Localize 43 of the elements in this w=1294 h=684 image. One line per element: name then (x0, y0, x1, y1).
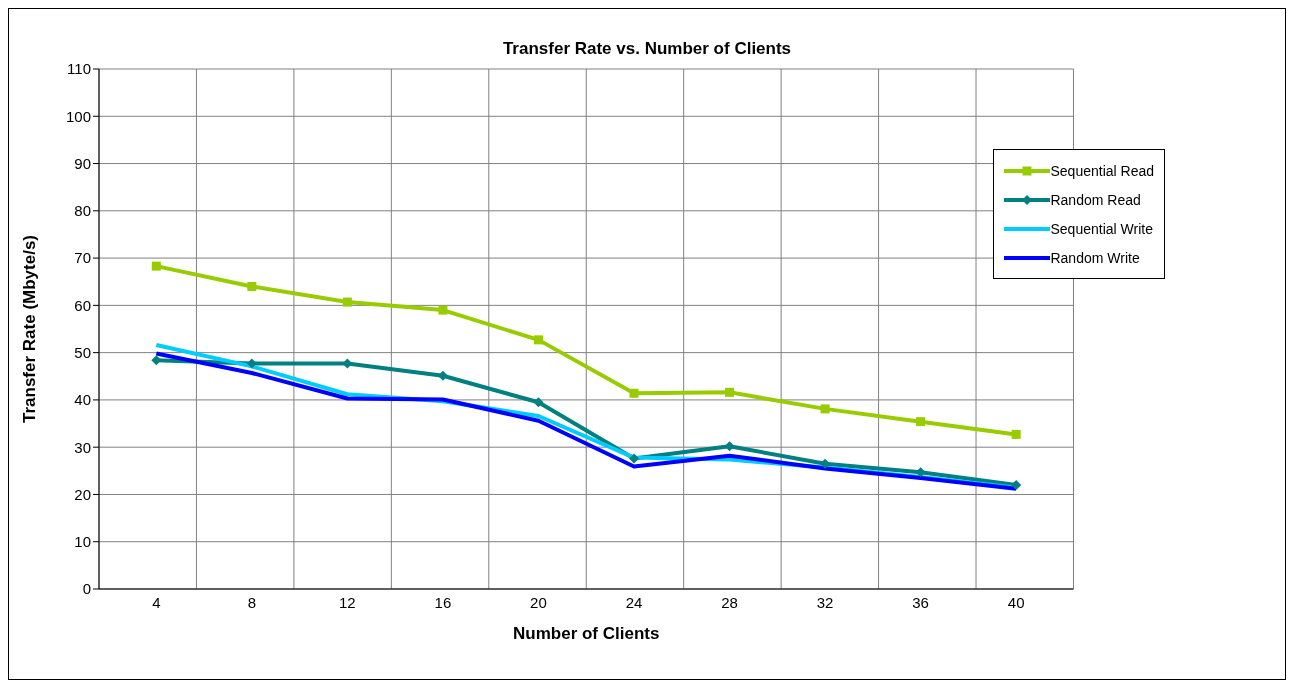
point (438, 305, 448, 315)
x-tick-label: 12 (339, 593, 356, 611)
legend-label: Sequential Read (1050, 162, 1154, 179)
point (533, 335, 543, 345)
y-tick-label: 70 (74, 249, 91, 267)
chart-title: Transfer Rate vs. Number of Clients (501, 38, 793, 59)
point (629, 388, 639, 398)
y-tick-label: 100 (65, 107, 91, 125)
point (629, 453, 639, 464)
legend-label: Random Write (1050, 249, 1140, 266)
y-tick-label: 0 (82, 580, 91, 598)
y-tick-label: 30 (74, 438, 91, 456)
y-tick-label: 40 (74, 391, 91, 409)
x-tick-label: 20 (530, 593, 547, 611)
y-tick-label: 60 (74, 296, 91, 314)
x-tick-label: 24 (625, 593, 643, 611)
x-tick-label: 40 (1007, 593, 1025, 611)
point (820, 404, 830, 414)
x-tick-label: 8 (247, 593, 257, 611)
point (151, 261, 161, 271)
x-tick-label: 4 (152, 593, 161, 611)
point (247, 281, 257, 291)
legend-label: Sequential Write (1050, 220, 1153, 237)
point (1011, 429, 1021, 439)
y-tick-label: 10 (74, 533, 91, 551)
y-tick-label: 80 (74, 202, 91, 220)
x-tick-label: 36 (912, 593, 929, 611)
point (725, 387, 735, 397)
point (533, 397, 544, 408)
y-tick-label: 20 (74, 485, 91, 503)
point (916, 417, 926, 427)
x-tick-label: 32 (816, 593, 834, 611)
point (246, 358, 257, 369)
y-tick-label: 90 (74, 154, 91, 172)
y-axis-title: Transfer Rate (Mbyte/s) (20, 235, 40, 423)
x-tick-label: 28 (721, 593, 738, 611)
point (1011, 480, 1022, 490)
x-tick-label: 16 (434, 593, 452, 611)
point (342, 297, 352, 307)
legend-label: Random Read (1050, 191, 1141, 208)
y-tick-label: 110 (67, 60, 91, 78)
y-tick-label: 50 (74, 343, 91, 361)
x-axis-title: Number of Clients (513, 624, 660, 643)
